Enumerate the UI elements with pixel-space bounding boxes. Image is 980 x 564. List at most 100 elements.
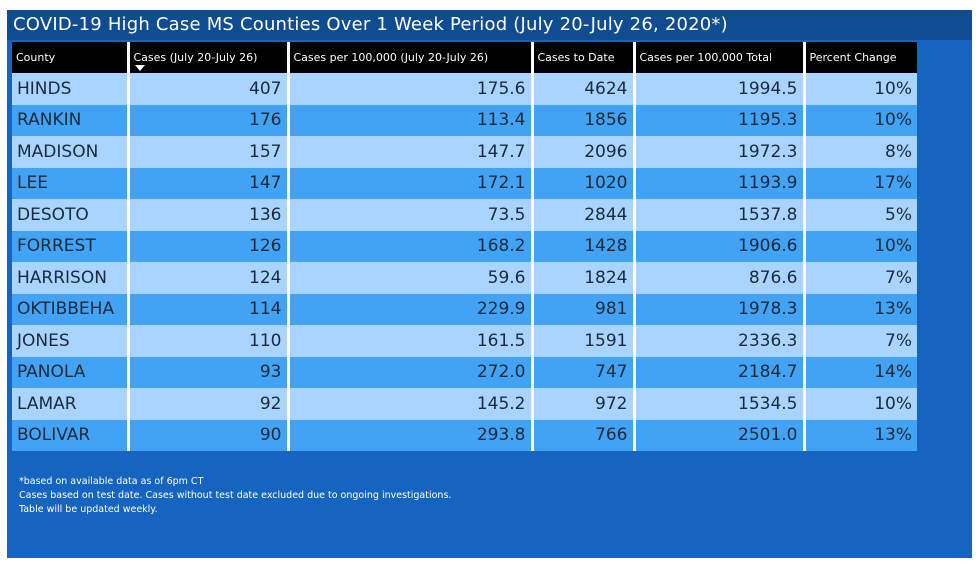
cell-cases-to-date: 2844 (530, 199, 634, 231)
cell-cases-per-100k-total: 1193.9 (632, 167, 804, 199)
cell-county: PANOLA (12, 356, 128, 388)
cell-cases-per-100k-total: 876.6 (632, 262, 804, 294)
cell-cases-to-date: 1856 (530, 104, 634, 136)
cell-cases-per-100k-total: 1195.3 (632, 104, 804, 136)
cell-cases-per-100k-week: 161.5 (286, 325, 532, 357)
cell-percent-change: 14% (802, 356, 917, 388)
cell-percent-change: 10% (802, 388, 917, 420)
cell-cases-week: 147 (126, 167, 288, 199)
cell-percent-change: 10% (802, 73, 917, 105)
page-title: COVID-19 High Case MS Counties Over 1 We… (7, 10, 972, 40)
cell-cases-per-100k-total: 1537.8 (632, 199, 804, 231)
cell-cases-per-100k-total: 1978.3 (632, 293, 804, 325)
cell-cases-week: 110 (126, 325, 288, 357)
table-row: RANKIN 176 113.4 1856 1195.3 10% (12, 104, 917, 136)
cell-cases-per-100k-week: 145.2 (286, 388, 532, 420)
cell-cases-per-100k-total: 1994.5 (632, 73, 804, 105)
cell-percent-change: 13% (802, 293, 917, 325)
column-header-county[interactable]: County (12, 42, 128, 73)
cell-county: MADISON (12, 136, 128, 168)
column-header-cases-per-100k-week[interactable]: Cases per 100,000 (July 20-July 26) (286, 42, 532, 73)
cell-percent-change: 10% (802, 230, 917, 262)
cell-cases-per-100k-total: 1534.5 (632, 388, 804, 420)
cell-cases-week: 157 (126, 136, 288, 168)
cell-cases-to-date: 747 (530, 356, 634, 388)
cell-cases-week: 136 (126, 199, 288, 231)
column-header-cases-week[interactable]: Cases (July 20-July 26) (126, 42, 288, 73)
cell-cases-week: 93 (126, 356, 288, 388)
cell-cases-to-date: 1824 (530, 262, 634, 294)
cell-cases-week: 176 (126, 104, 288, 136)
cell-county: LAMAR (12, 388, 128, 420)
cell-cases-week: 114 (126, 293, 288, 325)
cell-county: FORREST (12, 230, 128, 262)
table-row: JONES 110 161.5 1591 2336.3 7% (12, 325, 917, 357)
table-row: HINDS 407 175.6 4624 1994.5 10% (12, 73, 917, 105)
cell-percent-change: 8% (802, 136, 917, 168)
cell-cases-per-100k-total: 2336.3 (632, 325, 804, 357)
cell-cases-per-100k-total: 2184.7 (632, 356, 804, 388)
cell-cases-week: 90 (126, 419, 288, 451)
cell-percent-change: 5% (802, 199, 917, 231)
cell-cases-to-date: 1428 (530, 230, 634, 262)
header-row: County Cases (July 20-July 26) Cases per… (12, 42, 917, 73)
cell-cases-per-100k-total: 1972.3 (632, 136, 804, 168)
cell-cases-to-date: 4624 (530, 73, 634, 105)
column-header-percent-change[interactable]: Percent Change (802, 42, 917, 73)
table-row: MADISON 157 147.7 2096 1972.3 8% (12, 136, 917, 168)
cell-cases-per-100k-week: 168.2 (286, 230, 532, 262)
cell-county: DESOTO (12, 199, 128, 231)
cell-cases-per-100k-week: 172.1 (286, 167, 532, 199)
cell-percent-change: 7% (802, 262, 917, 294)
cell-percent-change: 10% (802, 104, 917, 136)
cell-county: HARRISON (12, 262, 128, 294)
cell-cases-to-date: 766 (530, 419, 634, 451)
footnote: *based on available data as of 6pm CT (19, 476, 204, 487)
footnote: Table will be updated weekly. (19, 504, 158, 515)
cell-percent-change: 7% (802, 325, 917, 357)
cell-cases-per-100k-total: 1906.6 (632, 230, 804, 262)
cell-cases-to-date: 1020 (530, 167, 634, 199)
cell-cases-per-100k-week: 147.7 (286, 136, 532, 168)
cell-cases-to-date: 1591 (530, 325, 634, 357)
cell-county: JONES (12, 325, 128, 357)
cell-county: BOLIVAR (12, 419, 128, 451)
cell-cases-week: 124 (126, 262, 288, 294)
cell-cases-per-100k-week: 113.4 (286, 104, 532, 136)
cell-cases-per-100k-week: 73.5 (286, 199, 532, 231)
cell-cases-week: 126 (126, 230, 288, 262)
table-row: LAMAR 92 145.2 972 1534.5 10% (12, 388, 917, 420)
column-header-cases-per-100k-total[interactable]: Cases per 100,000 Total (632, 42, 804, 73)
county-table: County Cases (July 20-July 26) Cases per… (12, 42, 917, 451)
cell-cases-to-date: 981 (530, 293, 634, 325)
table-row: HARRISON 124 59.6 1824 876.6 7% (12, 262, 917, 294)
table-row: BOLIVAR 90 293.8 766 2501.0 13% (12, 419, 917, 451)
cell-county: OKTIBBEHA (12, 293, 128, 325)
report-panel: COVID-19 High Case MS Counties Over 1 We… (7, 10, 972, 558)
cell-cases-to-date: 2096 (530, 136, 634, 168)
table-row: DESOTO 136 73.5 2844 1537.8 5% (12, 199, 917, 231)
cell-county: RANKIN (12, 104, 128, 136)
cell-county: LEE (12, 167, 128, 199)
cell-cases-to-date: 972 (530, 388, 634, 420)
cell-cases-per-100k-total: 2501.0 (632, 419, 804, 451)
cell-county: HINDS (12, 73, 128, 105)
cell-percent-change: 13% (802, 419, 917, 451)
cell-cases-per-100k-week: 175.6 (286, 73, 532, 105)
cell-cases-week: 407 (126, 73, 288, 105)
cell-cases-per-100k-week: 293.8 (286, 419, 532, 451)
table-row: PANOLA 93 272.0 747 2184.7 14% (12, 356, 917, 388)
table-row: FORREST 126 168.2 1428 1906.6 10% (12, 230, 917, 262)
cell-percent-change: 17% (802, 167, 917, 199)
footnotes: *based on available data as of 6pm CT Ca… (19, 475, 451, 517)
cell-cases-per-100k-week: 59.6 (286, 262, 532, 294)
cell-cases-per-100k-week: 229.9 (286, 293, 532, 325)
table-row: OKTIBBEHA 114 229.9 981 1978.3 13% (12, 293, 917, 325)
column-header-label: Cases (July 20-July 26) (133, 51, 258, 64)
sort-descending-icon[interactable] (134, 65, 145, 71)
cell-cases-per-100k-week: 272.0 (286, 356, 532, 388)
column-header-cases-to-date[interactable]: Cases to Date (530, 42, 634, 73)
footnote: Cases based on test date. Cases without … (19, 490, 452, 501)
cell-cases-week: 92 (126, 388, 288, 420)
table-row: LEE 147 172.1 1020 1193.9 17% (12, 167, 917, 199)
